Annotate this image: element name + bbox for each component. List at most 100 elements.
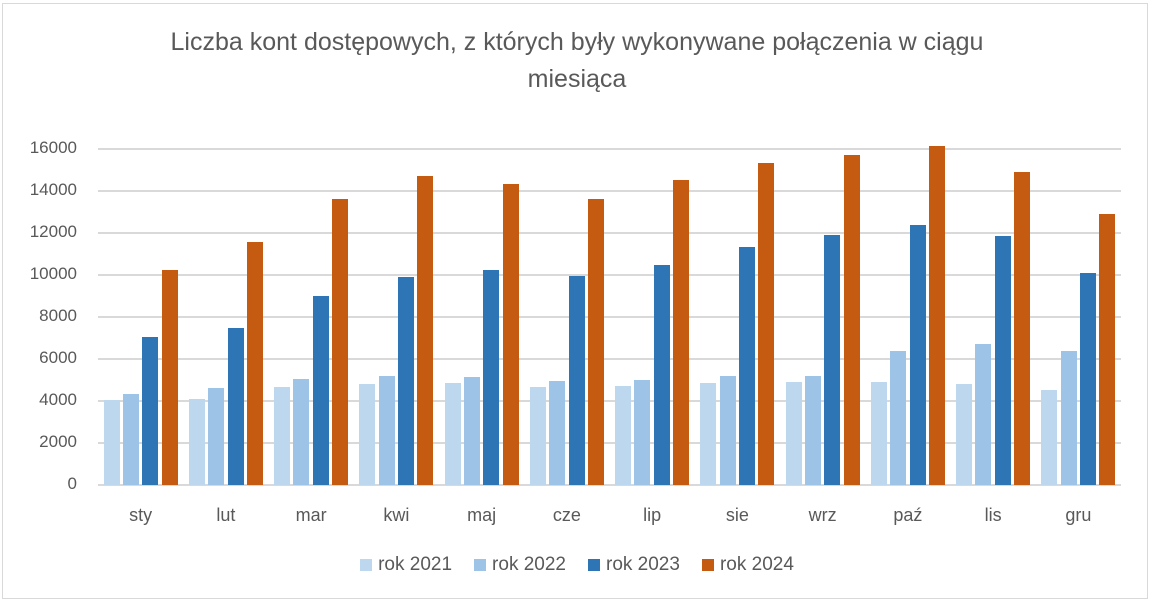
bar-rok-2021-wrz <box>785 382 802 485</box>
x-tick-label: lip <box>643 505 662 525</box>
category-group-kwi <box>354 149 439 485</box>
bar-rok-2021-paź <box>870 382 887 485</box>
y-tick-label: 16000 <box>29 138 77 157</box>
bar-rok-2023-paź <box>909 225 926 485</box>
bar-rok-2024-maj <box>502 184 519 485</box>
category-group-sie <box>695 149 780 485</box>
bar-rok-2022-wrz <box>804 376 821 485</box>
plot-area <box>98 146 1121 486</box>
bar-rok-2023-lis <box>994 235 1011 485</box>
bar-rok-2021-cze <box>529 386 546 485</box>
legend-item: rok 2021 <box>360 553 452 577</box>
bar-rok-2023-gru <box>1080 272 1097 485</box>
bar-rok-2023-wrz <box>824 235 841 485</box>
bar-rok-2021-sty <box>103 400 120 485</box>
bar-rok-2023-sty <box>142 336 159 485</box>
gridline <box>98 442 1121 444</box>
x-tick-label: mar <box>295 505 327 525</box>
bar-rok-2022-maj <box>463 377 480 485</box>
x-tick-label: sty <box>129 505 153 525</box>
bar-rok-2022-sty <box>122 394 139 485</box>
bar-rok-2024-kwi <box>417 176 434 485</box>
y-tick-label: 8000 <box>39 306 77 325</box>
bar-rok-2022-mar <box>293 378 310 485</box>
legend-label: rok 2022 <box>492 554 566 575</box>
category-group-mar <box>269 149 354 485</box>
x-tick-label: wrz <box>808 505 837 525</box>
bar-rok-2023-lip <box>653 264 670 485</box>
category-group-lut <box>183 149 268 485</box>
x-tick-label: lis <box>984 505 1002 525</box>
category-group-wrz <box>780 149 865 485</box>
y-tick-label: 6000 <box>39 348 77 367</box>
bar-rok-2021-lut <box>188 398 205 485</box>
y-tick-label: 14000 <box>29 180 77 199</box>
bar-rok-2022-cze <box>549 381 566 485</box>
legend-swatch-icon <box>588 559 600 571</box>
x-tick-label: gru <box>1065 505 1092 525</box>
bar-rok-2022-lut <box>208 387 225 485</box>
x-tick-label: maj <box>467 505 497 525</box>
gridline <box>98 148 1121 150</box>
bar-rok-2022-gru <box>1060 351 1077 485</box>
y-tick-label: 0 <box>67 474 77 493</box>
x-tick-label: lut <box>216 505 236 525</box>
gridline <box>98 190 1121 192</box>
gridline <box>98 316 1121 318</box>
bar-rok-2023-maj <box>483 269 500 485</box>
category-group-sty <box>98 149 183 485</box>
legend-swatch-icon <box>474 559 487 571</box>
x-tick-label: kwi <box>383 505 410 525</box>
bar-rok-2024-sty <box>161 269 178 485</box>
bar-rok-2022-sie <box>719 376 736 485</box>
x-tick-label: sie <box>725 505 749 525</box>
bar-rok-2022-kwi <box>378 376 395 485</box>
bar-rok-2024-cze <box>587 198 604 485</box>
legend-label: rok 2023 <box>606 554 680 575</box>
gridline <box>98 274 1121 276</box>
gridline <box>98 400 1121 402</box>
bar-rok-2021-gru <box>1041 390 1058 485</box>
bar-rok-2024-paź <box>928 146 945 485</box>
bar-rok-2024-lut <box>246 242 263 485</box>
bar-rok-2024-mar <box>332 198 349 485</box>
bar-rok-2023-cze <box>568 276 585 485</box>
gridline <box>98 358 1121 360</box>
category-group-paź <box>865 146 950 485</box>
category-group-lis <box>951 149 1036 485</box>
bar-rok-2021-sie <box>700 382 717 485</box>
y-tick-label: 10000 <box>29 264 77 283</box>
category-group-maj <box>439 149 524 485</box>
bar-rok-2021-maj <box>444 382 461 485</box>
bar-rok-2021-mar <box>274 386 291 485</box>
x-tick-label: cze <box>552 505 581 525</box>
category-group-gru <box>1036 149 1121 485</box>
gridline <box>98 232 1121 234</box>
chart-title: Liczba kont dostępowych, z których były … <box>0 24 1154 98</box>
bar-rok-2022-paź <box>890 351 907 485</box>
legend: rok 2021 rok 2022 rok 2023 rok 2024 <box>0 553 1154 577</box>
bar-rok-2023-lut <box>227 327 244 485</box>
bar-rok-2024-wrz <box>843 155 860 485</box>
legend-item: rok 2023 <box>588 553 680 577</box>
bar-rok-2023-mar <box>312 296 329 485</box>
legend-swatch-icon <box>701 559 714 571</box>
y-tick-label: 2000 <box>39 432 77 451</box>
bar-rok-2024-sie <box>758 163 775 485</box>
bar-rok-2021-lis <box>956 384 973 485</box>
bar-rok-2022-lis <box>975 344 992 485</box>
bar-rok-2024-lip <box>673 180 690 485</box>
category-group-lip <box>610 149 695 485</box>
x-tick-label: paź <box>893 505 923 525</box>
legend-label: rok 2024 <box>719 554 794 575</box>
bar-rok-2023-sie <box>739 247 756 485</box>
bar-rok-2021-lip <box>615 386 632 485</box>
bar-rok-2022-lip <box>634 380 651 485</box>
legend-item: rok 2024 <box>701 553 794 577</box>
chart-title-line-2: miesiąca <box>527 65 627 93</box>
bar-rok-2024-lis <box>1014 172 1031 485</box>
bar-rok-2023-kwi <box>398 277 415 485</box>
bar-rok-2024-gru <box>1099 214 1116 485</box>
legend-swatch-icon <box>360 559 373 571</box>
bar-rok-2021-kwi <box>359 384 376 485</box>
